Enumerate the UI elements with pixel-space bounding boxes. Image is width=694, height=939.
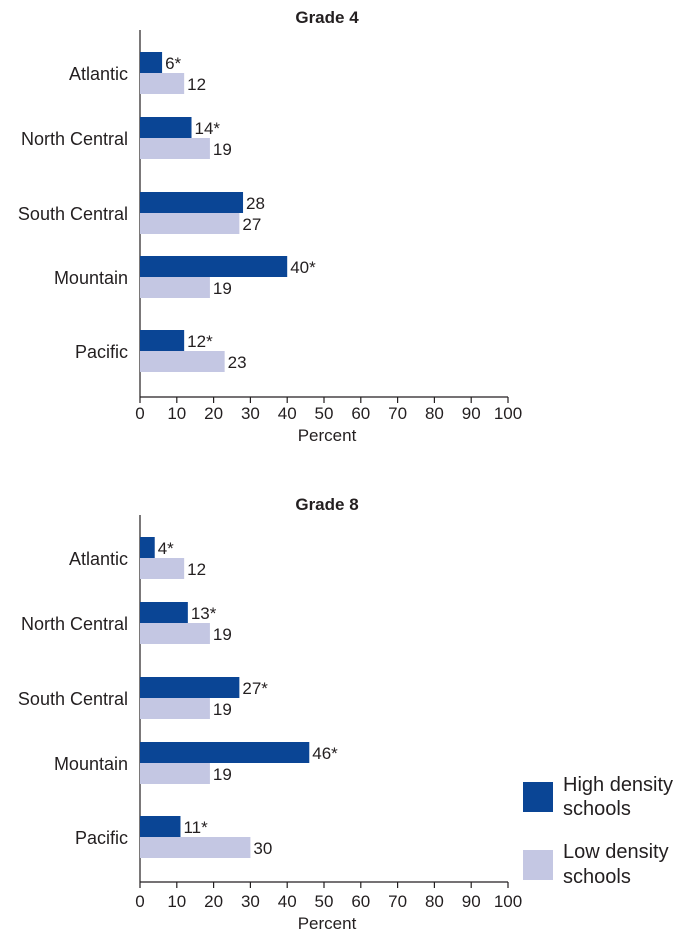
x-tick-label: 90 xyxy=(462,892,481,911)
x-tick-label: 30 xyxy=(241,404,260,423)
legend: High density schools Low density schools xyxy=(523,774,673,888)
data-label: 19 xyxy=(213,279,232,298)
x-tick-label: 90 xyxy=(462,404,481,423)
x-axis-label: Percent xyxy=(298,914,357,933)
data-label: 12* xyxy=(187,332,213,351)
x-tick-label: 60 xyxy=(351,404,370,423)
data-label: 30 xyxy=(253,839,272,858)
data-label: 28 xyxy=(246,194,265,213)
legend-label-high-line1: High density xyxy=(563,774,673,796)
x-tick-label: 20 xyxy=(204,892,223,911)
data-label: 27 xyxy=(242,215,261,234)
x-tick-label: 50 xyxy=(315,892,334,911)
bar-high-density xyxy=(140,330,185,351)
bar-high-density xyxy=(140,52,163,73)
bar-high-density xyxy=(140,117,192,138)
x-tick-label: 10 xyxy=(167,404,186,423)
data-label: 27* xyxy=(242,679,268,698)
x-tick-label: 40 xyxy=(278,892,297,911)
data-label: 19 xyxy=(213,765,232,784)
data-label: 19 xyxy=(213,140,232,159)
bar-low-density xyxy=(140,213,240,234)
category-label: Atlantic xyxy=(69,64,128,84)
chart-panel-1: Grade 4 0 10 20 30 40 50 60 70 80 90 100 Percent Atla… xyxy=(18,8,522,445)
legend-swatch-high xyxy=(523,782,553,812)
bar-low-density xyxy=(140,138,210,159)
data-label: 46* xyxy=(312,744,338,763)
bar-high-density xyxy=(140,192,244,213)
category-label: Atlantic xyxy=(69,549,128,569)
x-tick-label: 50 xyxy=(315,404,334,423)
x-tick-label: 80 xyxy=(425,404,444,423)
x-tick-label: 100 xyxy=(494,404,522,423)
bar-low-density xyxy=(140,73,185,94)
x-tick-label: 0 xyxy=(135,404,144,423)
legend-swatch-low xyxy=(523,850,553,880)
chart-title: Grade 8 xyxy=(295,495,358,514)
category-label: Pacific xyxy=(75,342,128,362)
data-label: 4* xyxy=(158,539,174,558)
category-label: North Central xyxy=(21,614,128,634)
bar-low-density xyxy=(140,558,185,579)
category-label: South Central xyxy=(18,204,128,224)
bar-high-density xyxy=(140,537,155,558)
bar-low-density xyxy=(140,623,210,644)
category-label: North Central xyxy=(21,129,128,149)
x-tick-label: 30 xyxy=(241,892,260,911)
category-label: Pacific xyxy=(75,828,128,848)
chart-panels: Grade 40 10 20 30 40 50 60 70 80 90 100PercentAtla… xyxy=(18,8,522,933)
legend-label-high-line2: schools xyxy=(563,798,631,820)
x-tick-label: 10 xyxy=(167,892,186,911)
x-tick-label: 0 xyxy=(135,892,144,911)
bar-low-density xyxy=(140,698,210,719)
bar-high-density xyxy=(140,816,181,837)
bar-high-density xyxy=(140,677,240,698)
x-tick-label: 40 xyxy=(278,404,297,423)
data-label: 6* xyxy=(165,54,181,73)
data-label: 12 xyxy=(187,75,206,94)
data-label: 19 xyxy=(213,700,232,719)
x-tick-label: 70 xyxy=(388,892,407,911)
x-tick-label: 60 xyxy=(351,892,370,911)
bar-high-density xyxy=(140,602,188,623)
bar-low-density xyxy=(140,351,225,372)
data-label: 40* xyxy=(290,258,316,277)
chart-panel-2: Grade 8 0 10 20 30 40 50 60 70 80 90 100 Percent Atla… xyxy=(18,495,522,933)
data-label: 19 xyxy=(213,625,232,644)
x-tick-label: 100 xyxy=(494,892,522,911)
bar-high-density xyxy=(140,256,288,277)
x-tick-label: 80 xyxy=(425,892,444,911)
data-label: 23 xyxy=(228,353,247,372)
data-label: 13* xyxy=(191,604,217,623)
data-label: 11* xyxy=(183,818,208,837)
legend-label-low-line1: Low density xyxy=(563,841,669,863)
bar-low-density xyxy=(140,837,251,858)
x-axis-label: Percent xyxy=(298,426,357,445)
x-tick-label: 20 xyxy=(204,404,223,423)
data-label: 12 xyxy=(187,560,206,579)
x-tick-label: 70 xyxy=(388,404,407,423)
bar-low-density xyxy=(140,763,210,784)
category-label: Mountain xyxy=(54,754,128,774)
legend-label-low-line2: schools xyxy=(563,866,631,888)
chart-title: Grade 4 xyxy=(295,8,359,27)
category-label: South Central xyxy=(18,689,128,709)
bar-high-density xyxy=(140,742,310,763)
category-label: Mountain xyxy=(54,268,128,288)
bar-low-density xyxy=(140,277,210,298)
data-label: 14* xyxy=(195,119,221,138)
